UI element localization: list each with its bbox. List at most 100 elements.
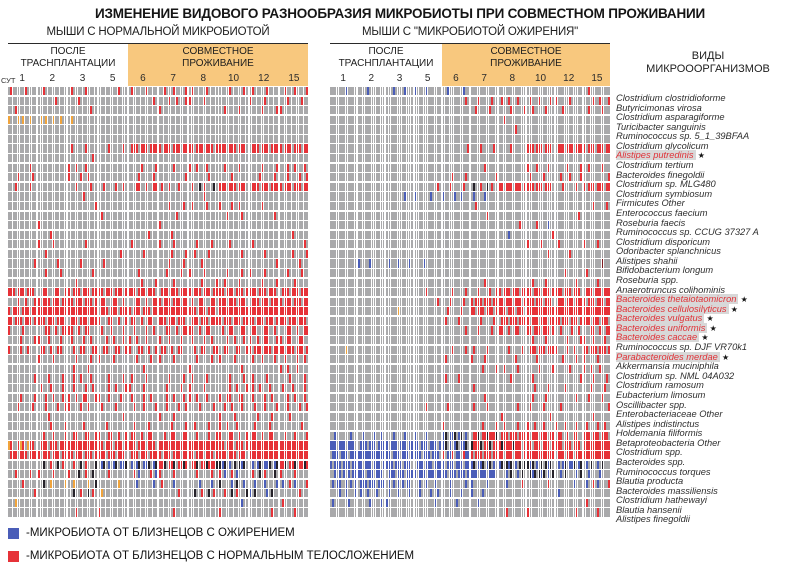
heatmap-cell (32, 278, 34, 287)
heatmap-cell (175, 221, 178, 230)
heatmap-cell (256, 249, 259, 259)
heatmap-cell (254, 336, 257, 345)
heatmap-cell (64, 412, 67, 421)
day-group (68, 201, 97, 211)
heatmap-cell (59, 431, 62, 440)
heatmap-cell (287, 316, 289, 326)
heatmap-cell (34, 268, 37, 278)
heatmap-cell (279, 182, 282, 191)
heatmap-cell (266, 383, 269, 393)
heatmap-cell (27, 249, 30, 259)
heatmap-cell (191, 393, 194, 402)
heatmap-cell (105, 268, 108, 278)
heatmap-cell (226, 249, 229, 259)
heatmap-cell (90, 182, 92, 191)
heatmap-cell (196, 403, 199, 412)
heatmap-cell (303, 240, 306, 249)
heatmap-cell (236, 240, 239, 249)
heatmap-cell (43, 134, 45, 144)
heatmap-cell (115, 144, 118, 153)
day-group (8, 96, 37, 105)
heatmap-cell (145, 173, 148, 182)
heatmap-cell (92, 383, 95, 393)
day-group (38, 288, 67, 297)
day-group (249, 230, 278, 239)
heatmap-cell (138, 431, 141, 440)
heatmap-cell (166, 230, 169, 239)
heatmap-cell (249, 422, 252, 431)
heatmap-cell (166, 96, 169, 105)
heatmap-cell (62, 125, 65, 134)
heatmap-cell (98, 374, 101, 383)
heatmap-cell (73, 134, 76, 144)
heatmap-cell (32, 134, 34, 144)
heatmap-cell (136, 374, 138, 383)
heatmap-cell (178, 230, 181, 239)
heatmap-cell (75, 211, 78, 220)
heatmap-cell (150, 307, 153, 316)
heatmap-cell (103, 163, 106, 172)
heatmap-cell (264, 125, 266, 134)
heatmap-cell (108, 134, 111, 144)
heatmap-cell (191, 259, 194, 268)
heatmap-cell (226, 201, 229, 211)
heatmap-cell (271, 115, 274, 124)
heatmap-cell (27, 355, 30, 364)
heatmap-cell (273, 154, 276, 163)
heatmap-cell (117, 259, 120, 268)
day-group (68, 182, 97, 191)
day-group (159, 316, 188, 326)
heatmap-cell (59, 383, 62, 393)
heatmap-cell (231, 393, 234, 402)
heatmap-cell (301, 297, 304, 306)
heatmap-cell (241, 364, 243, 373)
heatmap-cell (168, 87, 171, 96)
heatmap-cell (210, 278, 213, 287)
heatmap-cell (301, 393, 304, 402)
heatmap-cell (55, 297, 57, 306)
heatmap-cell (196, 134, 199, 144)
heatmap-cell (183, 249, 185, 259)
heatmap-cell (136, 144, 138, 153)
heatmap-cell (259, 316, 262, 326)
heatmap-cell (120, 412, 123, 421)
heatmap-cell (210, 125, 213, 134)
heatmap-cell (159, 249, 161, 259)
heatmap-cell (208, 393, 211, 402)
heatmap-cell (178, 374, 181, 383)
heatmap-cell (38, 431, 41, 440)
heatmap-cell (143, 288, 146, 297)
heatmap-cell (120, 201, 123, 211)
heatmap-cell (140, 173, 143, 182)
heatmap-cell (133, 125, 136, 134)
heatmap-cell (113, 249, 115, 259)
heatmap-cell (213, 173, 216, 182)
heatmap-cell (306, 268, 309, 278)
heatmap-cell (291, 230, 294, 239)
heatmap-cell (229, 431, 231, 440)
heatmap-cell (103, 422, 106, 431)
heatmap-cell (101, 96, 103, 105)
heatmap-cell (233, 336, 236, 345)
heatmap-cell (138, 115, 141, 124)
heatmap-cell (105, 144, 108, 153)
heatmap-cell (183, 221, 185, 230)
day-group (8, 182, 37, 191)
heatmap-cell (38, 355, 41, 364)
heatmap-cell (110, 240, 113, 249)
heatmap-cell (191, 211, 194, 220)
heatmap-cell (224, 125, 227, 134)
heatmap-cell (291, 364, 294, 373)
heatmap-cell (185, 249, 188, 259)
heatmap-cell (117, 336, 120, 345)
day-group (279, 163, 309, 172)
heatmap-cell (271, 163, 274, 172)
heatmap-cell (43, 431, 45, 440)
heatmap-cell (189, 403, 192, 412)
heatmap-cell (55, 364, 57, 373)
heatmap-cell (183, 326, 185, 335)
heatmap-cell (125, 144, 127, 153)
heatmap-cell (90, 431, 92, 440)
heatmap-cell (82, 345, 85, 354)
heatmap-cell (105, 106, 108, 115)
